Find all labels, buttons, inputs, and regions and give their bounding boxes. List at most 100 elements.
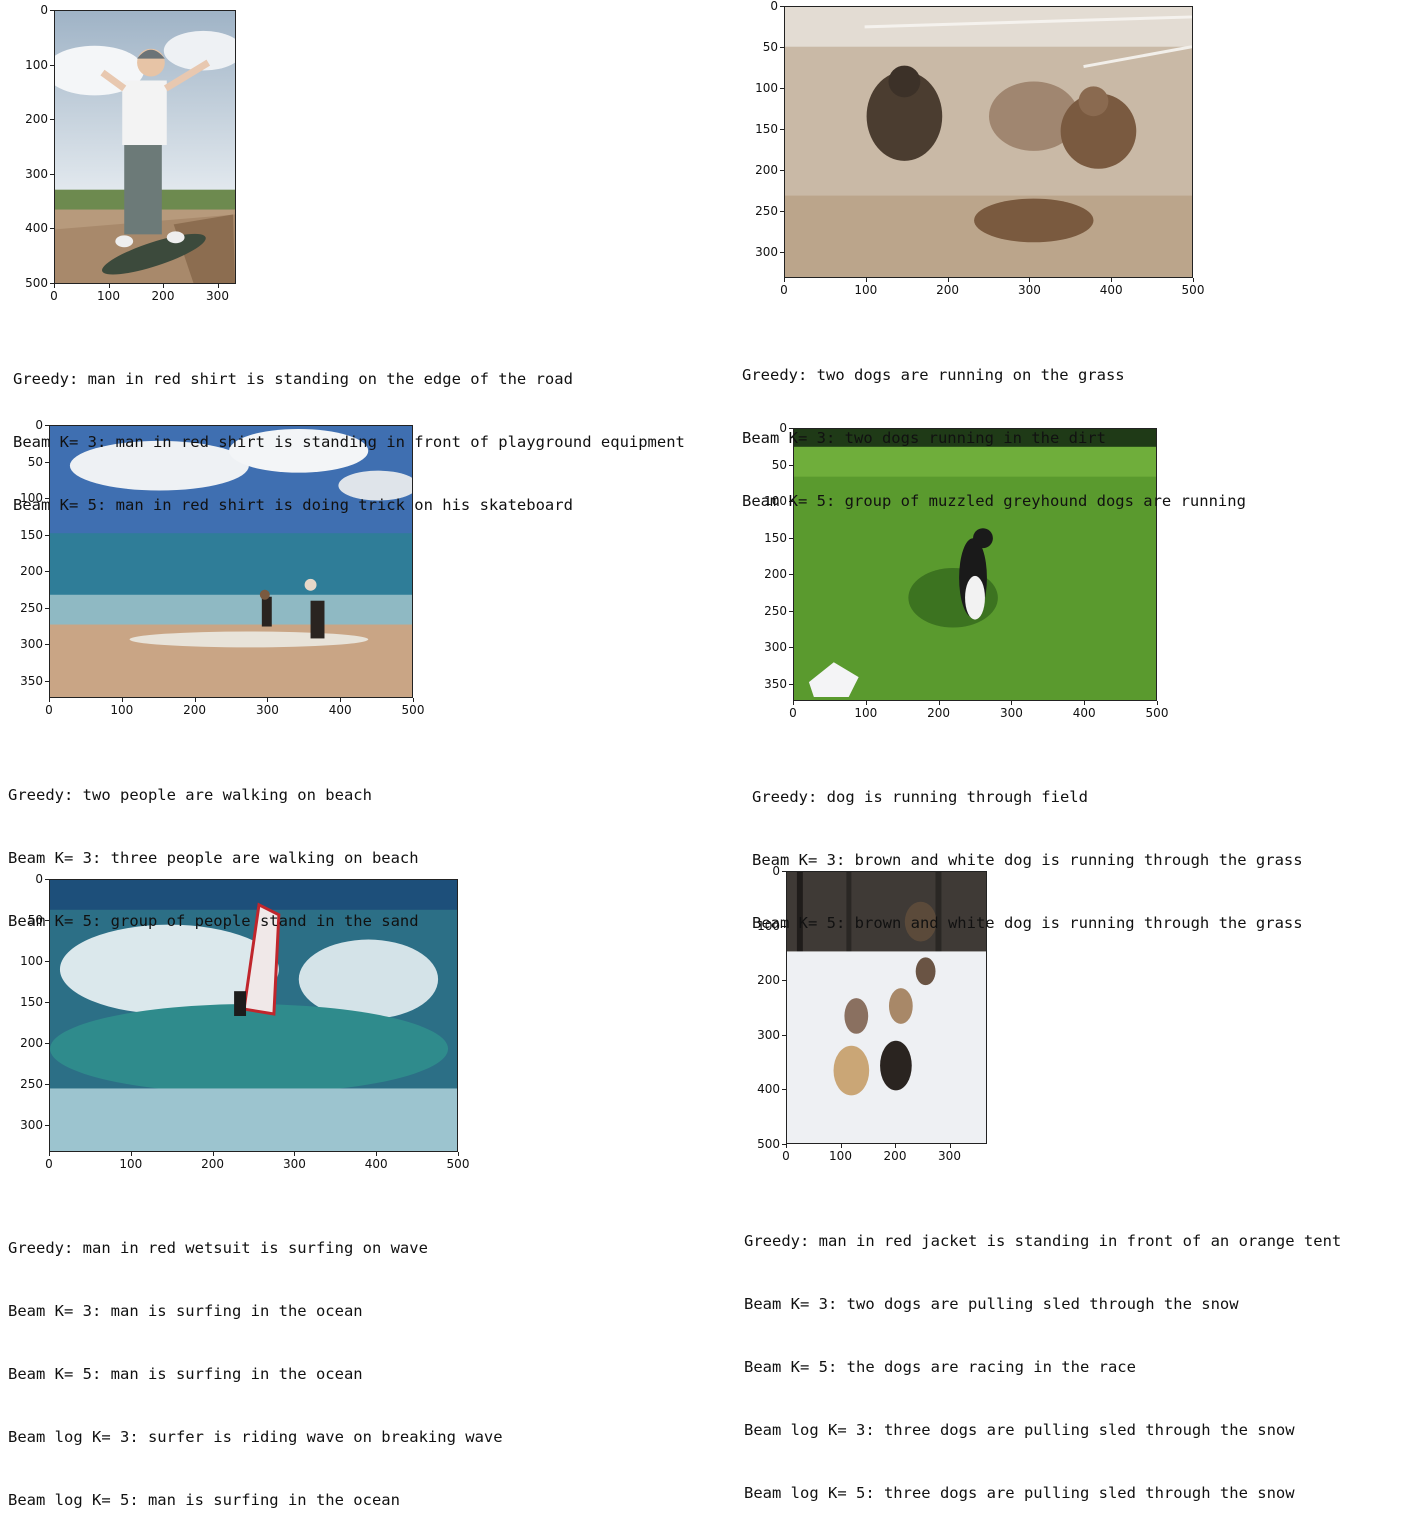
y-tick-label: 150 bbox=[755, 122, 778, 136]
caption-beam-k5: Beam K= 5: group of muzzled greyhound do… bbox=[742, 492, 1246, 510]
x-tick-mark bbox=[340, 698, 342, 702]
x-tick-mark bbox=[1157, 701, 1158, 705]
x-tick-label: 500 bbox=[401, 703, 425, 717]
y-tick-mark bbox=[780, 6, 784, 7]
x-tick-mark bbox=[458, 1152, 459, 1156]
x-tick-label: 100 bbox=[119, 1157, 143, 1171]
sled-dogs-photo bbox=[787, 872, 986, 1143]
y-tick-mark bbox=[45, 879, 49, 880]
y-tick-mark bbox=[50, 173, 54, 175]
caption-beam-log-k5: Beam log K= 5: three dogs are pulling sl… bbox=[744, 1484, 1295, 1502]
caption-beam-k5: Beam K= 5: the dogs are racing in the ra… bbox=[744, 1358, 1136, 1376]
y-tick-mark bbox=[789, 501, 793, 502]
x-tick-mark bbox=[194, 698, 196, 702]
y-tick-mark bbox=[780, 170, 784, 171]
x-tick-mark bbox=[130, 1152, 132, 1156]
greyhounds-photo bbox=[785, 7, 1192, 277]
caption-block: Greedy: man in red jacket is standing in… bbox=[744, 1189, 1341, 1525]
x-tick-mark bbox=[267, 698, 269, 702]
x-tick-mark bbox=[49, 1152, 50, 1156]
y-tick-label: 200 bbox=[757, 973, 780, 987]
caption-beam-k3: Beam K= 3: two dogs are pulling sled thr… bbox=[744, 1295, 1239, 1313]
x-tick-label: 400 bbox=[1072, 706, 1096, 720]
y-tick-label: 100 bbox=[755, 81, 778, 95]
caption-block: Greedy: man in red wetsuit is surfing on… bbox=[8, 1196, 503, 1532]
y-tick-label: 300 bbox=[20, 637, 43, 651]
y-tick-mark bbox=[45, 1084, 49, 1085]
y-tick-label: 100 bbox=[764, 494, 787, 508]
caption-greedy: Greedy: man in red jacket is standing in… bbox=[744, 1232, 1342, 1250]
caption-block: Greedy: two dogs are running on the gras… bbox=[742, 323, 1246, 533]
y-tick-mark bbox=[45, 425, 49, 426]
x-tick-label: 300 bbox=[999, 706, 1023, 720]
x-tick-mark bbox=[1084, 701, 1086, 705]
caption-block: Greedy: two people are walking on beach … bbox=[8, 743, 419, 953]
x-tick-label: 0 bbox=[782, 1149, 790, 1163]
x-tick-label: 0 bbox=[45, 703, 53, 717]
x-tick-mark bbox=[1111, 278, 1113, 282]
x-tick-label: 200 bbox=[151, 289, 175, 303]
x-tick-mark bbox=[938, 701, 940, 705]
y-tick-mark bbox=[45, 607, 49, 609]
y-tick-label: 0 bbox=[35, 418, 43, 432]
skateboard-photo bbox=[55, 11, 235, 283]
caption-beam-k3: Beam K= 3: man is surfing in the ocean bbox=[8, 1302, 363, 1320]
y-tick-label: 200 bbox=[755, 163, 778, 177]
y-tick-label: 100 bbox=[20, 491, 43, 505]
caption-block: Greedy: man in red shirt is standing on … bbox=[13, 327, 685, 537]
y-tick-mark bbox=[789, 574, 793, 575]
y-tick-mark bbox=[45, 1043, 49, 1044]
y-tick-label: 50 bbox=[762, 40, 778, 54]
x-tick-mark bbox=[49, 698, 50, 702]
caption-beam-k5: Beam K= 5: group of people stand in the … bbox=[8, 912, 419, 930]
x-tick-label: 400 bbox=[328, 703, 352, 717]
y-tick-label: 350 bbox=[20, 673, 43, 688]
x-tick-mark bbox=[376, 1152, 378, 1156]
caption-beam-log-k5: Beam log K= 5: man is surfing in the oce… bbox=[8, 1491, 400, 1509]
y-tick-mark bbox=[45, 644, 49, 645]
y-tick-label: 0 bbox=[779, 421, 787, 435]
x-tick-mark bbox=[121, 698, 123, 702]
caption-beam-k5: Beam K= 5: man in red shirt is doing tri… bbox=[13, 496, 573, 514]
y-tick-mark bbox=[45, 680, 49, 682]
x-tick-label: 300 bbox=[282, 1157, 306, 1171]
y-tick-mark bbox=[50, 10, 54, 11]
y-tick-label: 0 bbox=[770, 0, 778, 13]
y-tick-mark bbox=[780, 252, 784, 253]
x-tick-label: 200 bbox=[201, 1157, 225, 1171]
x-tick-mark bbox=[947, 278, 949, 282]
y-tick-label: 250 bbox=[764, 603, 787, 618]
y-tick-label: 50 bbox=[771, 457, 787, 472]
x-tick-mark bbox=[786, 1144, 787, 1148]
image-plot bbox=[49, 425, 413, 698]
windsurfer-photo bbox=[50, 880, 457, 1151]
x-tick-mark bbox=[54, 284, 55, 288]
y-tick-mark bbox=[782, 1143, 786, 1145]
y-tick-mark bbox=[45, 961, 49, 962]
y-tick-mark bbox=[45, 1125, 49, 1126]
y-tick-mark bbox=[789, 683, 793, 685]
image-plot bbox=[786, 871, 987, 1144]
image-plot bbox=[784, 6, 1193, 278]
x-tick-mark bbox=[949, 1144, 951, 1148]
y-tick-label: 0 bbox=[772, 864, 780, 878]
x-tick-label: 200 bbox=[883, 1149, 907, 1163]
caption-block: Greedy: dog is running through field Bea… bbox=[752, 745, 1303, 955]
caption-greedy: Greedy: man in red shirt is standing on … bbox=[13, 370, 573, 388]
x-tick-label: 300 bbox=[938, 1149, 961, 1163]
dog-field-photo bbox=[794, 429, 1156, 700]
y-tick-label: 350 bbox=[764, 676, 787, 691]
x-tick-mark bbox=[865, 278, 867, 282]
y-tick-label: 100 bbox=[25, 57, 48, 72]
x-tick-mark bbox=[895, 1144, 896, 1148]
y-tick-label: 500 bbox=[757, 1136, 780, 1151]
y-tick-mark bbox=[782, 1034, 786, 1036]
x-tick-label: 300 bbox=[255, 703, 279, 717]
y-tick-label: 300 bbox=[20, 1118, 43, 1132]
y-tick-mark bbox=[789, 647, 793, 648]
x-tick-mark bbox=[840, 1144, 842, 1148]
y-tick-label: 0 bbox=[40, 3, 48, 17]
x-tick-mark bbox=[163, 284, 164, 288]
y-tick-mark bbox=[50, 282, 54, 284]
x-tick-mark bbox=[212, 1152, 214, 1156]
